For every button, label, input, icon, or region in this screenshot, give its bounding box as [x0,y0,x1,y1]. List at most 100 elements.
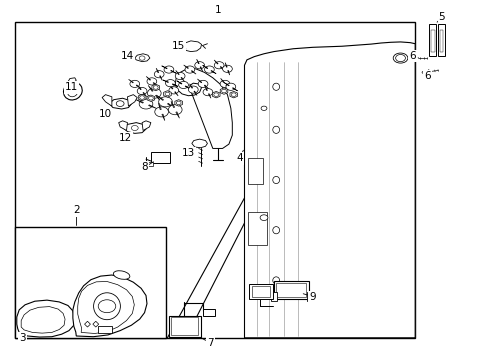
Bar [168,316,200,337]
Bar [248,212,266,244]
Polygon shape [73,275,147,337]
Polygon shape [204,85,208,89]
Text: 13: 13 [182,148,195,158]
Circle shape [163,66,173,73]
Polygon shape [202,66,207,69]
Polygon shape [163,80,168,82]
Polygon shape [220,78,224,82]
Polygon shape [225,85,229,90]
Circle shape [139,99,153,109]
Polygon shape [170,70,176,73]
Bar [437,24,444,56]
Polygon shape [189,84,192,88]
Text: 15: 15 [172,41,185,50]
Ellipse shape [113,271,130,279]
Bar [306,292,312,301]
Bar [15,22,414,338]
Polygon shape [220,67,224,71]
Ellipse shape [63,82,82,100]
Circle shape [204,66,214,73]
Polygon shape [181,77,184,82]
Polygon shape [220,88,227,94]
Circle shape [184,66,194,73]
Polygon shape [84,321,90,327]
Polygon shape [227,71,229,75]
Polygon shape [157,95,163,100]
Polygon shape [153,82,157,86]
Bar [430,30,434,51]
Polygon shape [127,95,137,106]
Polygon shape [185,86,190,89]
Polygon shape [191,139,207,148]
Polygon shape [224,63,227,67]
Text: 5: 5 [438,12,445,22]
Polygon shape [177,81,182,84]
Polygon shape [167,103,174,108]
Bar [151,152,170,163]
Text: 6: 6 [423,71,430,81]
Polygon shape [182,41,201,51]
Polygon shape [159,76,162,80]
Circle shape [198,80,207,87]
Polygon shape [136,85,141,89]
Bar [15,226,166,338]
Polygon shape [229,91,237,98]
Polygon shape [174,92,178,96]
Bar [171,318,198,335]
Circle shape [194,62,204,69]
Circle shape [203,89,212,96]
Polygon shape [183,65,188,68]
Circle shape [130,80,140,87]
Polygon shape [162,66,167,69]
Text: 12: 12 [118,133,131,143]
Text: 1: 1 [214,5,221,15]
Polygon shape [172,84,178,86]
Text: 11: 11 [64,82,78,93]
Polygon shape [146,76,150,80]
Circle shape [261,106,266,111]
Circle shape [220,80,229,87]
Text: 14: 14 [121,51,134,61]
Polygon shape [138,85,141,90]
Circle shape [222,65,232,72]
Circle shape [154,71,163,78]
Polygon shape [210,71,216,74]
Polygon shape [142,93,146,96]
Circle shape [155,107,168,117]
Ellipse shape [272,277,279,284]
Polygon shape [138,94,145,101]
Bar [276,283,306,297]
Polygon shape [155,95,160,101]
Polygon shape [156,68,159,73]
Polygon shape [109,98,131,109]
Polygon shape [158,103,161,109]
Polygon shape [244,42,414,338]
Bar [273,281,308,299]
Polygon shape [142,121,151,131]
Polygon shape [212,91,220,98]
Circle shape [178,81,188,89]
Circle shape [168,105,182,115]
Text: 4: 4 [236,153,243,163]
Ellipse shape [272,83,279,90]
Polygon shape [191,71,196,74]
Ellipse shape [421,71,427,73]
Polygon shape [175,100,182,106]
Bar [428,24,435,56]
Polygon shape [171,101,174,108]
Text: 1: 1 [214,5,221,15]
Circle shape [214,62,224,69]
Circle shape [168,87,178,94]
Bar [203,309,215,316]
Text: 2: 2 [73,206,80,216]
Bar [271,292,277,301]
Bar [251,286,270,297]
Text: 9: 9 [309,292,315,302]
Text: 10: 10 [99,109,112,119]
Ellipse shape [410,57,415,59]
Text: 3: 3 [20,333,26,343]
Polygon shape [169,85,173,89]
Text: 6: 6 [408,51,415,61]
Circle shape [225,83,235,90]
Polygon shape [196,59,199,64]
